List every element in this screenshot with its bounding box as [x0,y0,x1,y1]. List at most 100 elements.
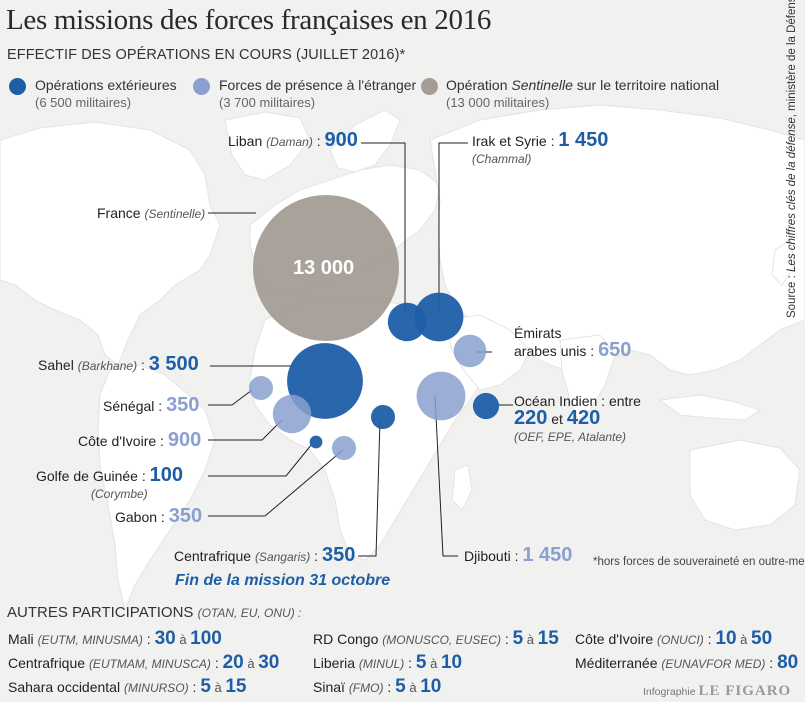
fin-mission-note: Fin de la mission 31 octobre [175,572,391,589]
land-masses [0,104,805,612]
label-liban: Liban (Daman) : 900 [228,129,358,151]
land-indonesia [658,394,762,421]
circle-irak [414,292,464,342]
label-djibouti: Djibouti : 1 450 [464,545,572,565]
participation-item: Centrafrique (EUTMAM, MINUSCA) : 20 à 30 [8,652,279,675]
participation-min: 80 [777,652,799,673]
participation-a: à [243,656,259,671]
participation-name: Mali [8,631,34,647]
label-ocean-et: et [547,411,567,427]
label-centrafrique-sub: (Sangaris) [254,550,311,564]
participation-min: 5 [200,676,211,697]
label-gabon-value: 350 [168,505,203,527]
participation-max: 10 [420,676,442,697]
label-emirats-name-2: arabes unis : [514,343,599,359]
participation-sep: : [765,655,778,671]
circle-guinee [309,435,323,449]
label-sahel: Sahel (Barkhane) : 3 500 [38,353,199,375]
leader-guinee [208,443,313,477]
participation-max: 15 [537,628,559,649]
participation-sep: : [500,631,513,647]
label-senegal-name: Sénégal : [103,398,167,414]
legend-label-sentinelle-it: Sentinelle [511,77,573,93]
legend-sub-sentinelle: (13 000 militaires) [446,95,550,110]
autres-title-sub: (OTAN, EU, ONU) : [197,606,302,620]
leader-gabon [208,449,344,517]
legend-label-presence: Forces de présence à l'étranger [219,77,417,93]
label-gabon-name: Gabon : [115,509,169,525]
circle-senegal [249,376,273,400]
circle-liban [387,302,427,342]
participation-name: Sinaï [313,679,345,695]
label-guinee-sub: (Corymbe) [91,487,148,501]
label-irak-value: 1 450 [558,129,609,151]
label-liban-name: Liban [228,133,263,149]
label-ocean-v2: 420 [566,407,601,429]
label-ocean: Océan Indien : entre 220 et 420 (OEF, EP… [514,393,641,446]
land-australia [689,439,801,531]
participation-name: RD Congo [313,631,379,647]
circle-gabon [332,436,356,460]
participation-item: Liberia (MINUL) : 5 à 10 [313,652,462,675]
label-ocean-name: Océan Indien : entre [514,393,641,409]
label-sahel-sep: : [137,357,149,373]
participation-a: à [175,632,191,647]
page-title: Les missions des forces françaises en 20… [6,4,492,36]
label-ocean-v1: 220 [514,407,548,429]
leader-lines [208,142,513,557]
participation-min: 30 [154,628,176,649]
circle-emirats [453,334,487,368]
legend-sub-opex: (6 500 militaires) [35,95,132,110]
page-subtitle: EFFECTIF DES OPÉRATIONS EN COURS (JUILLE… [7,47,406,63]
label-centrafrique-sep: : [310,548,322,564]
legend-label-sentinelle-pre: Opération [446,77,512,93]
participation-sub: (FMO) [348,681,384,695]
participation-max: 50 [751,628,773,649]
participation-min: 5 [395,676,406,697]
participation-sep: : [188,679,201,695]
participation-name: Méditerranée [575,655,658,671]
participation-max: 30 [258,652,280,673]
credit: Infographie LE FIGARO [643,683,791,700]
participation-max: 10 [440,652,463,673]
participation-sub: (MINURSO) [123,681,189,695]
label-senegal: Sénégal : 350 [103,394,200,416]
participation-item: RD Congo (MONUSCO, EUSEC) : 5 à 15 [313,628,559,651]
label-emirats-name-1: Émirats [514,325,562,341]
label-guinee-value: 100 [149,464,184,486]
land-india [559,334,616,421]
legend-swatch-opex [9,78,26,95]
participation-min: 5 [415,652,427,673]
legend-item-sentinelle: Opération Sentinelle sur le territoire n… [446,77,719,111]
circle-france [253,195,399,341]
label-sahel-value: 3 500 [148,353,199,375]
label-liban-value: 900 [324,129,358,151]
label-sahel-sub: (Barkhane) [77,359,138,373]
participation-item: Sinaï (FMO) : 5 à 10 [313,676,441,699]
label-liban-sub: (Daman) [266,135,313,149]
label-emirats: Émirats arabes unis : 650 [514,325,631,360]
participation-min: 5 [512,628,524,649]
participation-item: Méditerranée (EUNAVFOR MED) : 80 [575,652,798,675]
label-ocean-sub: (OEF, EPE, Atalante) [514,430,627,444]
leader-centrafrique [358,419,381,557]
participation-sub: (ONUCI) [657,633,704,647]
label-senegal-value: 350 [166,394,200,416]
participation-a: à [736,632,751,647]
label-guinee: Golfe de Guinée : 100 (Corymbe) [36,464,184,503]
source-post: , ministère de la Défense [786,0,798,118]
circle-ocean-indien [472,392,500,420]
leader-cote-ivoire [208,419,283,441]
source-pre: Source : [786,271,798,318]
participation-sub: (MONUSCO, EUSEC) [382,633,501,647]
autres-title: AUTRES PARTICIPATIONS (OTAN, EU, ONU) : [7,604,301,621]
participation-max: 100 [190,628,222,649]
participation-sub: (MINUL) [358,657,405,671]
circle-sahel [287,343,363,419]
land-south-america [97,364,216,612]
participation-sub: (EUTM, MINUSMA) [37,633,143,647]
label-guinee-name: Golfe de Guinée : [36,468,150,484]
label-cote-ivoire-value: 900 [167,429,202,451]
participation-min: 10 [715,628,737,649]
legend-label-sentinelle-post: sur le territoire national [572,77,720,93]
